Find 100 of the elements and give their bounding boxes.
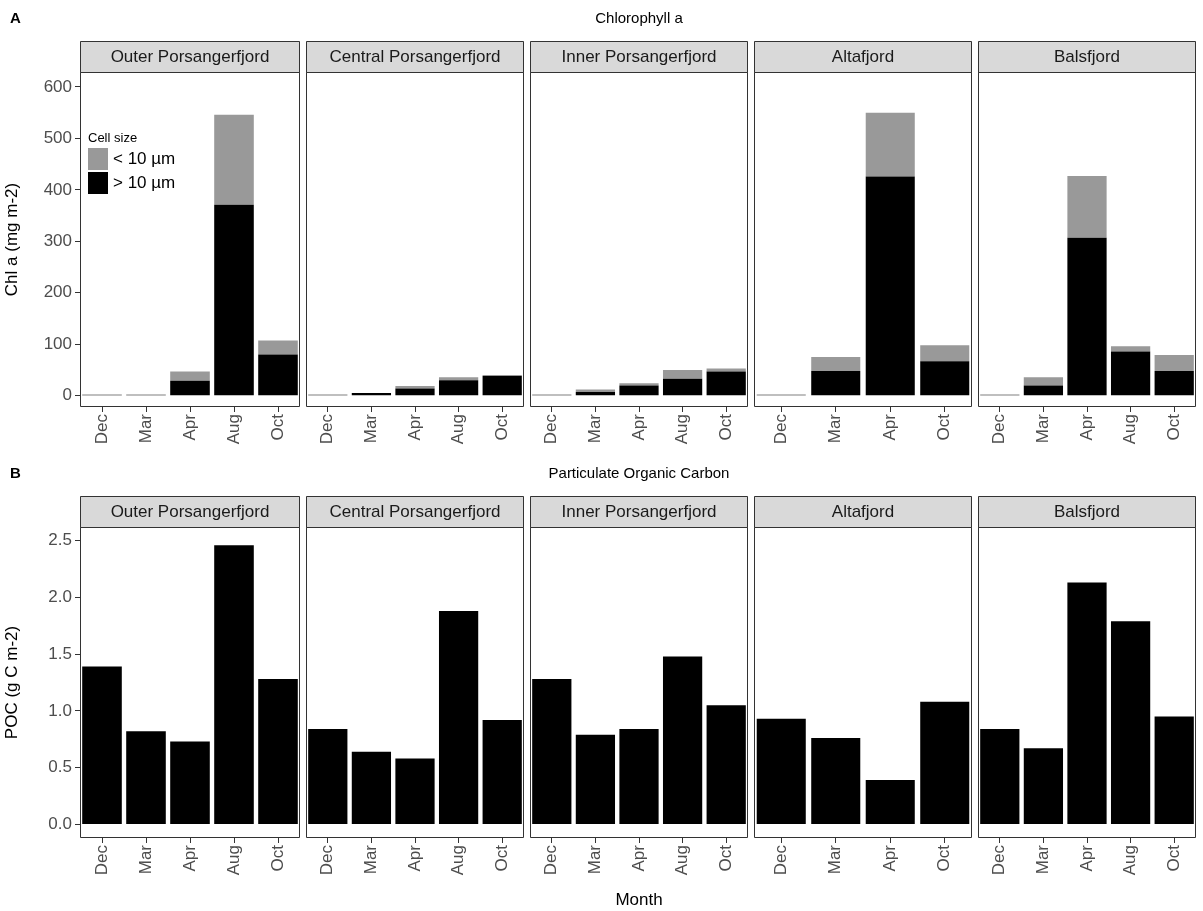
bar [532,679,572,824]
bar [1023,748,1064,824]
x-tick-label: Oct [715,413,735,441]
x-tick-label: Apr [404,844,424,872]
x-tick-label: Aug [672,414,692,445]
x-tick-label: Aug [1120,845,1140,876]
bar [811,738,861,824]
bar [1023,385,1064,396]
bar [706,705,746,824]
chart-title: Outer Porsangerfjord [110,47,270,67]
x-tick-label: Mar [585,844,605,875]
legend-title: Cell size [88,129,138,145]
bar [619,385,659,396]
y-tick-label: 0.5 [48,757,72,777]
x-tick-label: Mar [361,844,381,875]
x-tick-label: Aug [672,845,692,876]
bar [865,112,915,177]
y-tick-label: 200 [43,282,72,302]
bar [482,376,522,396]
chart-title: Central Porsangerfjord [329,47,501,67]
x-tick-label: Dec [989,413,1009,445]
x-tick-label: Mar [135,413,155,444]
x-tick-label: Dec [989,844,1009,876]
x-tick-label: Apr [879,413,899,441]
y-tick-label: 2.0 [48,587,72,607]
bar [214,545,254,824]
bar [1110,346,1151,352]
x-tick-label: Oct [934,413,954,441]
bar [438,377,479,381]
x-tick-label: Apr [1076,413,1096,441]
x-tick-label: Apr [879,844,899,872]
y-tick-label: 1.5 [48,643,72,663]
bar [1110,351,1151,396]
x-tick-label: Apr [404,413,424,441]
chart-title: Balsfjord [1053,502,1121,522]
x-tick-label: Dec [317,844,337,876]
bar [438,610,479,824]
bar [662,378,703,396]
chart-title: Balsfjord [1053,47,1121,67]
bar [865,780,915,824]
bar [1154,355,1194,371]
x-tick-label: Oct [715,844,735,872]
bar [1067,175,1107,238]
x-tick-label: Mar [585,413,605,444]
bar [575,734,616,824]
x-tick-label: Dec [770,844,790,876]
x-tick-label: Oct [491,413,511,441]
chart-title: Altafjord [831,47,895,67]
text: B [10,464,21,481]
text: A [10,9,21,26]
x-tick-label: Dec [317,413,337,445]
bar [756,718,806,824]
y-tick-label: 0 [62,385,72,405]
text: Particulate Organic Carbon [547,464,731,481]
x-tick-label: Mar [825,844,845,875]
x-tick-label: Apr [1076,844,1096,872]
bar [258,354,298,396]
bar [662,369,703,379]
bar [706,368,746,372]
text: Chlorophyll a [594,9,684,26]
bar [811,357,861,371]
bar [170,371,210,381]
x-tick-label: Mar [1033,413,1053,444]
x-tick-label: Apr [628,413,648,441]
x-tick-label: Aug [448,845,468,876]
x-tick-label: Dec [541,413,561,445]
y-tick-label: 300 [43,230,72,250]
bar [1067,582,1107,824]
x-tick-label: Oct [491,844,511,872]
chart-title: Inner Porsangerfjord [561,47,717,67]
bar [170,380,210,396]
bar [258,679,298,824]
bar [1154,370,1194,396]
bar [308,729,348,824]
y-tick-label: 1.0 [48,700,72,720]
bar [351,751,392,824]
x-tick-label: Dec [541,844,561,876]
x-tick-label: Aug [1120,414,1140,445]
y-tick-label: 2.5 [48,530,72,550]
x-tick-label: Mar [135,844,155,875]
y-axis-title: POC (g C m-2) [1,625,21,740]
y-tick-label: 500 [43,128,72,148]
bar [82,666,122,824]
bar [920,701,970,824]
bar [214,204,254,396]
legend-label: < 10 µm [113,148,176,168]
bar [126,731,166,824]
x-tick-label: Oct [267,844,287,872]
bar [619,729,659,824]
bar [865,176,915,396]
y-tick-label: 0.0 [48,814,72,834]
chart-title: Central Porsangerfjord [329,502,501,522]
x-tick-label: Apr [628,844,648,872]
y-tick-label: 100 [43,333,72,353]
bar [920,361,970,396]
bar [811,370,861,396]
bar [1023,377,1064,386]
x-tick-label: Oct [267,413,287,441]
x-tick-label: Mar [825,413,845,444]
bar [980,729,1020,824]
